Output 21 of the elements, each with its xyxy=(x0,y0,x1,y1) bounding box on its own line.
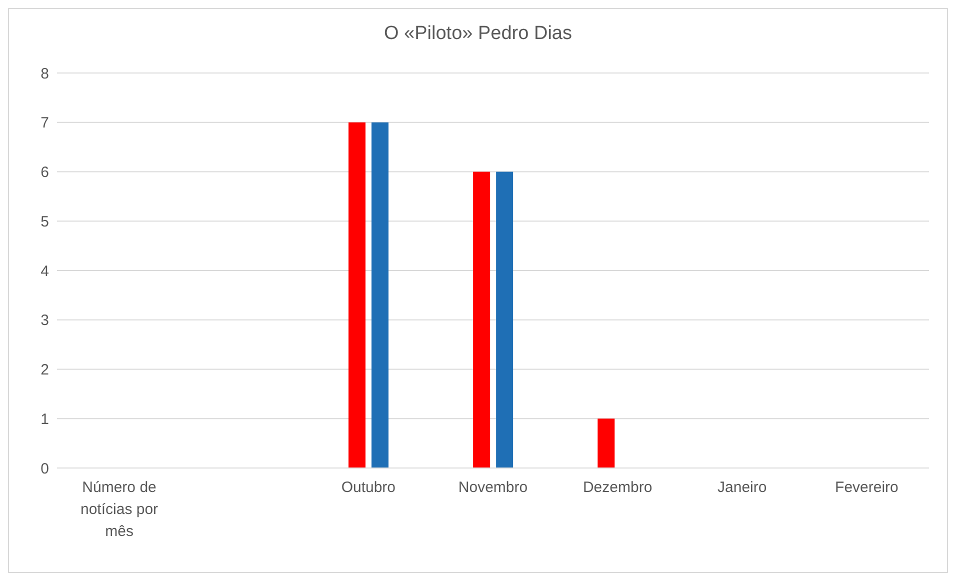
y-tick-label: 3 xyxy=(40,312,49,330)
bar xyxy=(473,172,490,468)
y-tick-label: 4 xyxy=(40,262,49,280)
bar xyxy=(598,418,615,468)
y-tick-label: 5 xyxy=(40,213,49,230)
x-tick-label: Número de notícias por mês xyxy=(80,479,158,540)
x-tick-label: Novembro xyxy=(458,479,528,496)
y-tick-label: 2 xyxy=(40,362,49,379)
x-tick-label: Janeiro xyxy=(718,479,767,496)
y-tick-label: 8 xyxy=(40,65,49,82)
x-tick-label: Outubro xyxy=(341,479,396,496)
y-tick-label: 0 xyxy=(40,460,49,478)
x-tick-label: Dezembro xyxy=(582,479,652,496)
chart-title: O «Piloto» Pedro Dias xyxy=(383,22,573,46)
y-tick-label: 6 xyxy=(40,164,49,182)
y-tick-label: 7 xyxy=(40,114,49,132)
bar xyxy=(496,172,514,468)
bar xyxy=(348,122,366,468)
y-tick-label: 1 xyxy=(40,410,49,428)
bar xyxy=(371,122,388,468)
x-tick-label: Fevereiro xyxy=(835,479,898,496)
